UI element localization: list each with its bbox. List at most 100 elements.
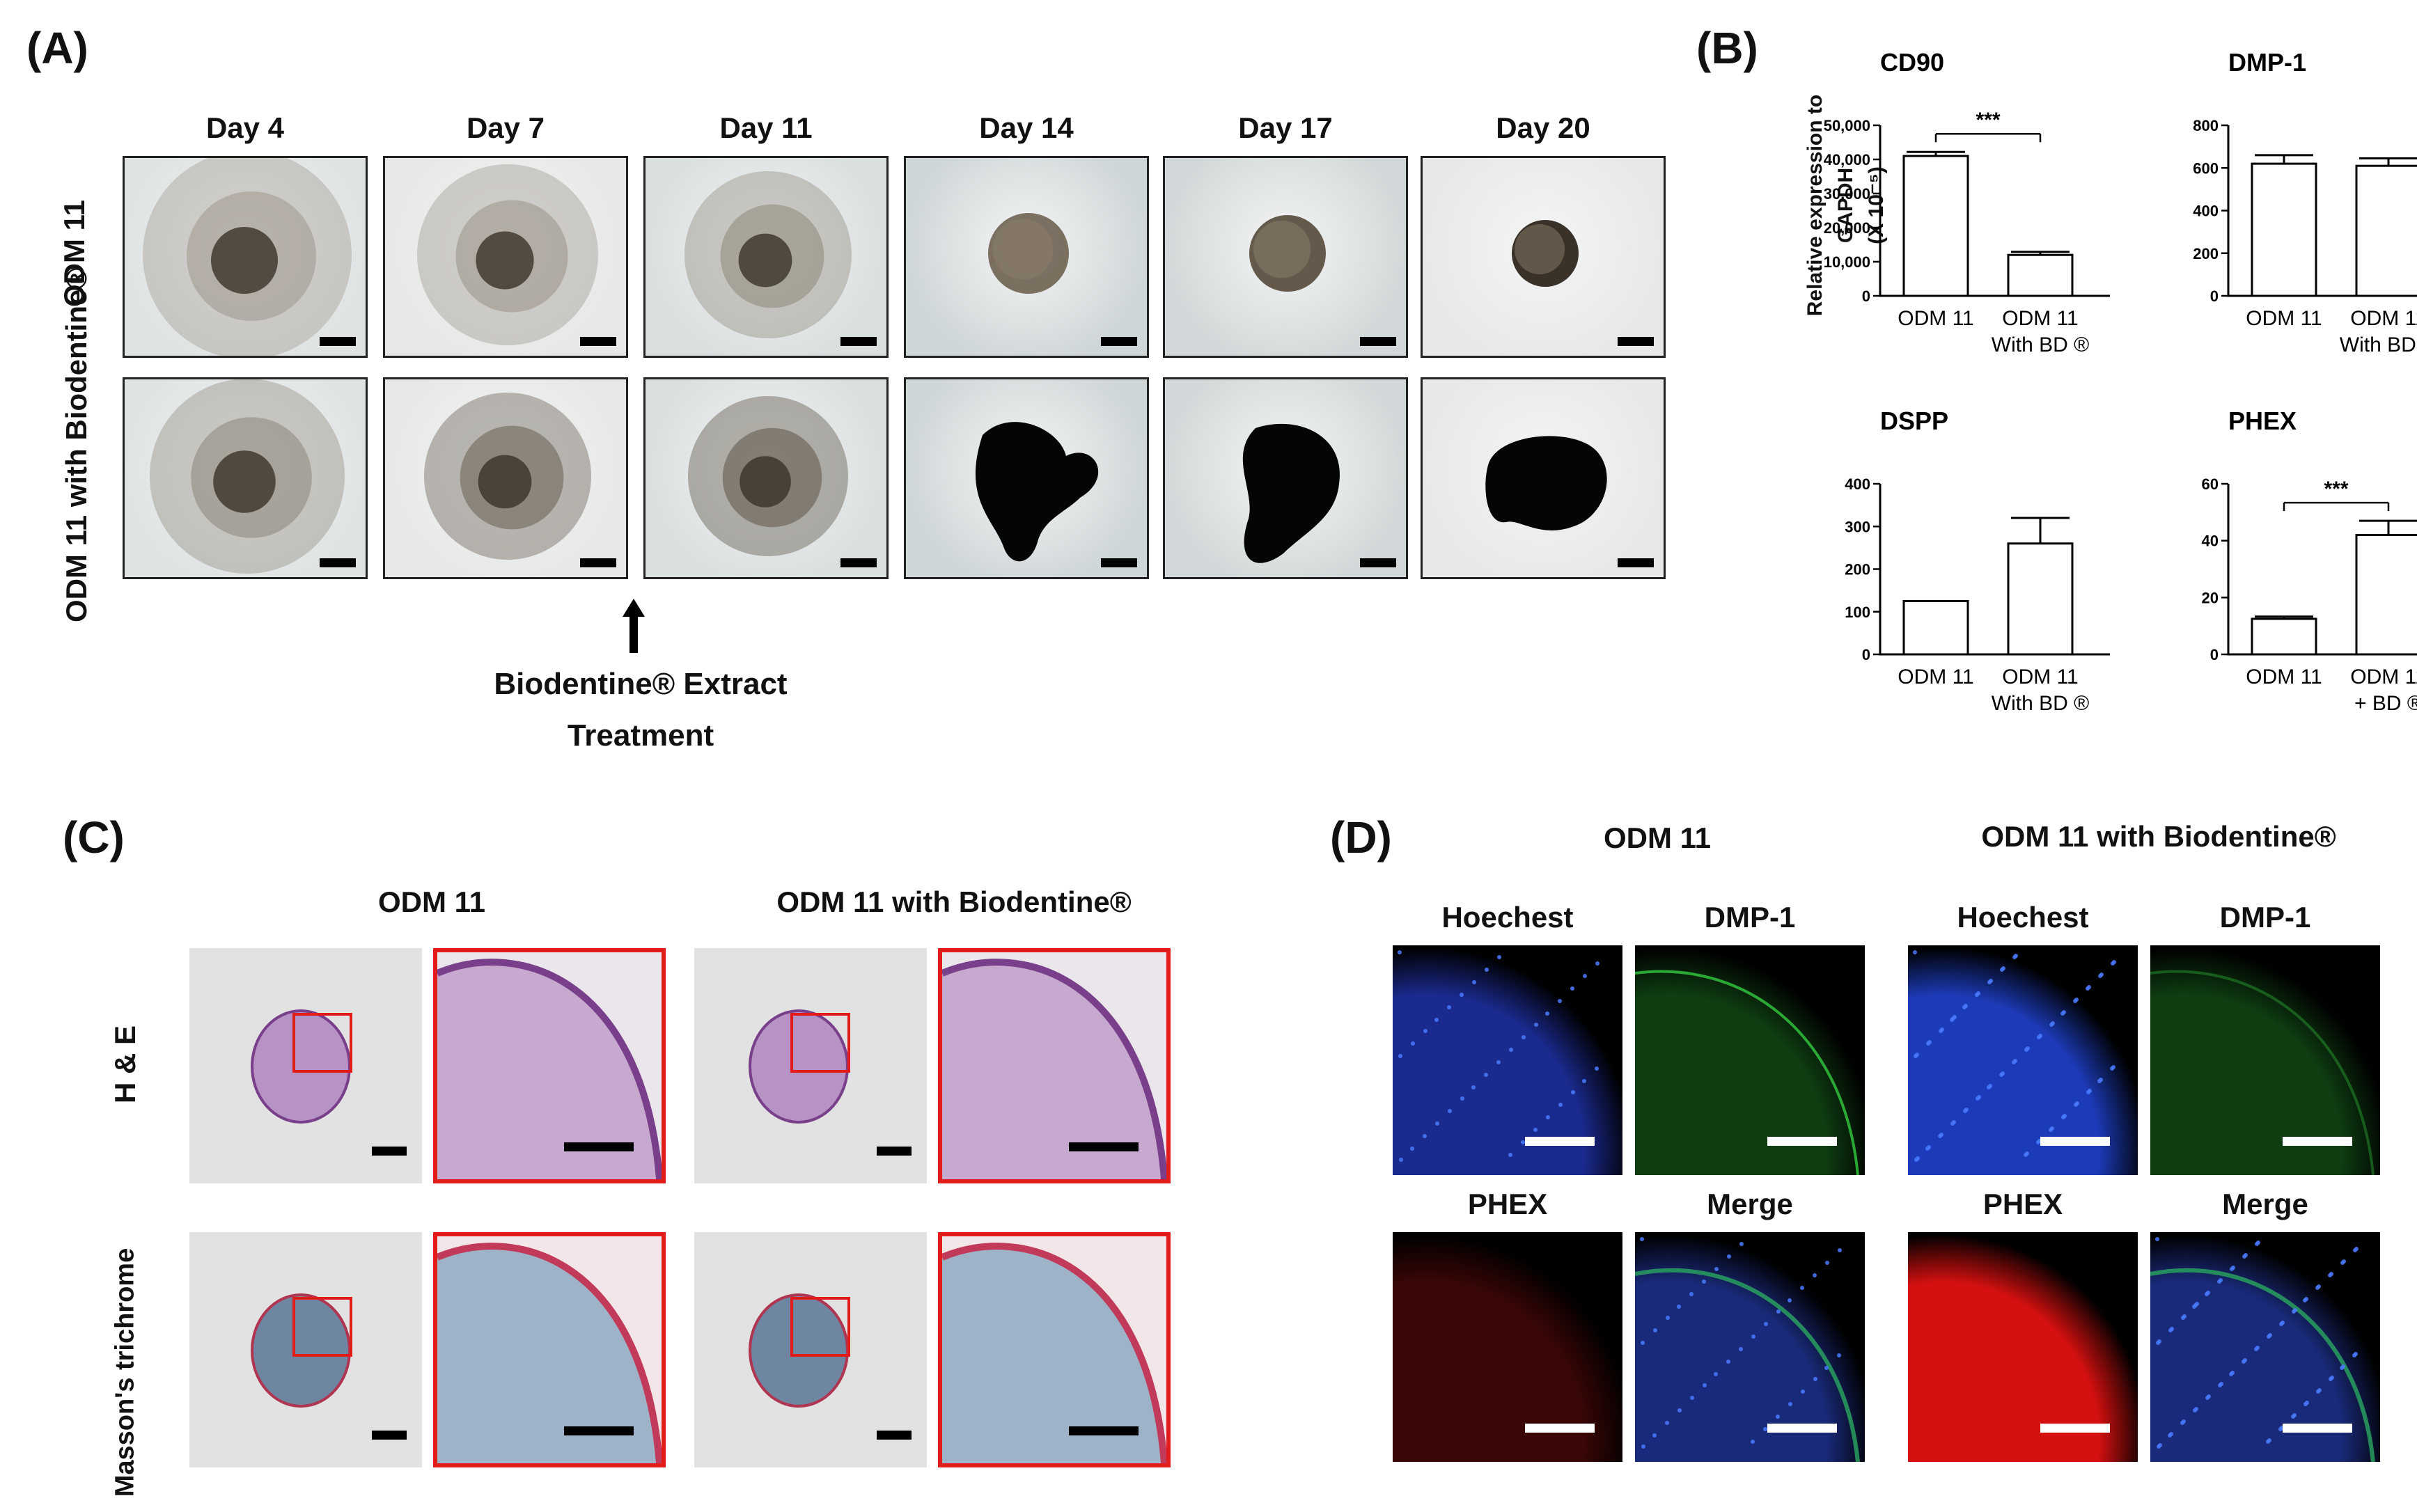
histology-zoom-he-odm11 [433,948,666,1183]
bar [2355,534,2417,656]
y-tick-label: 200 [1845,561,1870,578]
scale-bar [1360,337,1396,346]
scale-bar [564,1426,634,1435]
scale-bar [1101,337,1137,346]
y-tick-label: 10,000 [1824,253,1870,271]
micrograph-row2-day1 [123,377,368,579]
panel-b-letter: (B) [1696,23,1758,73]
scale-bar [877,1147,912,1156]
category-label: + BD ® [2354,692,2417,715]
bar [2355,164,2417,297]
micrograph-row2-day6 [1421,377,1666,579]
y-tick-label: 0 [1862,288,1870,305]
micrograph-row1-day1 [123,156,368,358]
scale-bar [2283,1424,2352,1433]
micrograph-row1-day3 [643,156,889,358]
histology-overview-masson-odm11 [189,1232,422,1467]
day-header-3: Day 11 [719,111,813,144]
day-header-5: Day 17 [1238,111,1333,144]
y-tick-label: 20,000 [1824,219,1870,237]
arrow-up-icon [620,599,648,654]
y-tick-label: 0 [2210,646,2219,663]
stain-label-dmp-1: DMP-1 [2219,901,2311,934]
y-tick-label: 0 [1862,646,1870,663]
stain-label-hoechest: Hoechest [1957,901,2089,934]
category-label: With BD ® [1992,692,2089,715]
row-label-odm11-biodentine: ODM 11 with Biodentine® [60,267,93,622]
scale-bar [1069,1142,1139,1151]
bar [2251,162,2317,297]
category-label: ODM 11 [2002,307,2078,330]
panel-d-group-biodentine: ODM 11 with Biodentine® [1981,820,2336,853]
scale-bar [1101,558,1137,567]
category-label: ODM 11 [2002,666,2078,688]
day-header-2: Day 7 [466,111,545,144]
treatment-note-line2: Treatment [567,718,714,753]
panel-c-row-masson: Masson's trichrome [110,1247,140,1497]
scale-bar [1360,558,1396,567]
y-tick-label: 600 [2193,159,2219,177]
histology-zoom-masson-odm11 [433,1232,666,1467]
bar [1902,155,1969,297]
fluorescence-odm11-hoechest [1393,945,1622,1175]
panel-a-letter: (A) [26,23,88,73]
zoom-region-box [292,1297,352,1357]
day-header-6: Day 20 [1496,111,1590,144]
y-tick-label: 60 [2202,475,2219,493]
stain-label-dmp-1: DMP-1 [1704,901,1796,934]
bar [1902,599,1969,656]
fluorescence-biodentine-hoechest [1908,945,2138,1175]
bar [2007,542,2074,656]
stain-label-phex: PHEX [1467,1188,1548,1220]
stain-label-phex: PHEX [1982,1188,2063,1220]
scale-bar [580,337,616,346]
fluorescence-biodentine-dmp-1 [2150,945,2380,1175]
chart-title: PHEX [2228,407,2297,435]
y-tick-label: 20 [2202,589,2219,606]
bar-chart-dmp-1: DMP-1 0 200 400 600 800 ODM 11 ODM 11 With BD ® [2145,48,2417,369]
category-label: With BD ® [1992,333,2089,356]
fluorescence-odm11-phex [1393,1232,1622,1462]
scale-bar [320,337,356,346]
stain-label-merge: Merge [2222,1188,2308,1220]
bar-chart-dspp: DSPP 0 100 200 300 400 ODM 11 ODM 11 With BD ® [1797,407,2124,727]
scale-bar [1525,1137,1595,1146]
category-label: ODM 11 [2350,666,2417,688]
micrograph-row2-day3 [643,377,889,579]
category-label: ODM 11 [1898,307,1973,330]
micrograph-row1-day4 [904,156,1149,358]
scale-bar [877,1431,912,1440]
micrograph-row1-day2 [383,156,628,358]
y-tick-label: 40 [2202,533,2219,550]
panel-c-col-odm11-biodentine: ODM 11 with Biodentine® [776,885,1132,918]
panel-d-letter: (D) [1330,812,1392,863]
scale-bar [840,337,877,346]
y-tick-label: 400 [1845,475,1870,493]
category-label: With BD ® [2340,333,2417,356]
bar-chart-cd90: CD90 0 10,000 20,000 30,000 40,000 50,000 ODM 1… [1797,48,2124,369]
bar-chart-phex: PHEX 0 20 40 60 ODM 11 ODM 11 + BD ® *** [2145,407,2417,727]
significance-label: *** [1976,109,2000,132]
micrograph-row1-day5 [1163,156,1408,358]
y-tick-label: 100 [1845,604,1870,621]
panel-d-group-odm11: ODM 11 [1603,821,1712,854]
fluorescence-odm11-merge [1635,1232,1865,1462]
histology-overview-masson-biodentine [694,1232,927,1467]
scale-bar [2040,1424,2110,1433]
chart-title: CD90 [1880,49,1944,77]
category-label: ODM 11 [1898,666,1973,688]
y-tick-label: 800 [2193,117,2219,134]
scale-bar [372,1431,407,1440]
scale-bar [1069,1426,1139,1435]
scale-bar [1767,1424,1837,1433]
bar [2251,617,2317,656]
histology-zoom-he-biodentine [938,948,1171,1183]
y-tick-label: 300 [1845,518,1870,535]
scale-bar [580,558,616,567]
scale-bar [1525,1424,1595,1433]
category-label: ODM 11 [2350,307,2417,330]
chart-title: DSPP [1880,407,1948,435]
scale-bar [1618,337,1654,346]
panel-c-letter: (C) [63,812,125,863]
stain-label-merge: Merge [1707,1188,1793,1220]
